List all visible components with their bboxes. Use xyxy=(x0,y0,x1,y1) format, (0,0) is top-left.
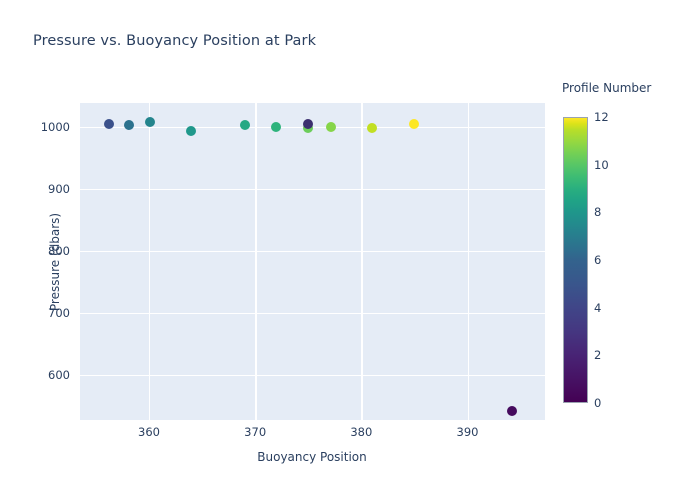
gridline-x-370 xyxy=(255,103,257,420)
colorbar-tick-label: 12 xyxy=(594,110,609,124)
data-point[interactable] xyxy=(123,120,134,131)
data-point[interactable] xyxy=(409,119,420,130)
colorbar-title: Profile Number xyxy=(562,81,652,95)
data-point[interactable] xyxy=(325,122,336,133)
gridline-y-900 xyxy=(80,188,545,190)
data-point[interactable] xyxy=(271,122,282,133)
gridline-x-380 xyxy=(361,103,363,420)
colorbar-tick-label: 6 xyxy=(594,253,602,267)
gridline-x-390 xyxy=(467,103,469,420)
y-tick-label: 600 xyxy=(48,367,70,382)
gridline-x-360 xyxy=(149,103,151,420)
colorbar-tick-label: 2 xyxy=(594,348,602,363)
colorbar-tick-label: 0 xyxy=(594,396,602,410)
x-tick-label: 370 xyxy=(244,425,267,439)
gridline-y-800 xyxy=(80,250,545,253)
chart-title: Pressure vs. Buoyancy Position at Park xyxy=(33,33,317,49)
y-axis-title: Pressure (dbars) xyxy=(48,212,63,312)
x-tick-label: 360 xyxy=(138,425,160,439)
x-axis-title: Buoyancy Position xyxy=(257,450,367,464)
x-tick-label: 390 xyxy=(456,425,479,439)
colorbar-tick-label: 4 xyxy=(594,300,602,315)
y-tick-label: 800 xyxy=(48,243,70,258)
x-tick-label: 380 xyxy=(350,425,373,439)
colorbar-tick-label: 10 xyxy=(594,157,609,172)
gridline-y-700 xyxy=(80,312,545,315)
data-point[interactable] xyxy=(239,120,250,131)
data-point[interactable] xyxy=(303,119,314,130)
y-tick-label: 900 xyxy=(48,181,70,196)
data-point[interactable] xyxy=(186,125,197,136)
colorbar-gradient xyxy=(563,117,588,403)
data-point[interactable] xyxy=(366,122,377,133)
y-tick-label: 1000 xyxy=(40,119,70,134)
plot-area xyxy=(80,103,545,420)
gridline-y-600 xyxy=(80,374,545,377)
colorbar-tick-label: 8 xyxy=(594,205,602,220)
data-point[interactable] xyxy=(507,405,518,416)
y-tick-label: 700 xyxy=(48,305,70,320)
data-point[interactable] xyxy=(145,117,156,128)
data-point[interactable] xyxy=(103,119,114,130)
data-points-layer xyxy=(80,103,545,420)
